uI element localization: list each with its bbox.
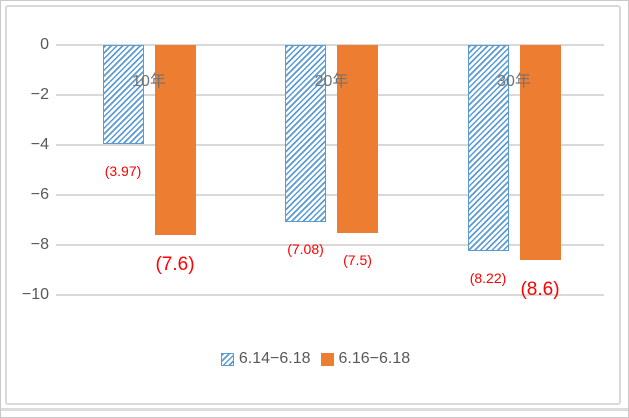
category-label-10年: 10年 xyxy=(132,73,166,90)
legend-swatch-solid xyxy=(320,352,334,366)
bar-6.14−6.18-30年 xyxy=(467,45,509,251)
data-label-30年-6.16−6.18: (8.6) xyxy=(520,279,560,300)
y-axis-tick-label: −4 xyxy=(30,136,49,153)
gridline-−4 xyxy=(56,144,604,146)
legend-item-series-1: 6.14−6.18 xyxy=(220,350,311,368)
category-label-20年: 20年 xyxy=(314,73,349,90)
bar-6.14−6.18-10年 xyxy=(102,45,144,145)
y-axis-tick-label: −6 xyxy=(30,186,49,203)
bar-6.16−6.18-30年 xyxy=(519,45,561,260)
y-axis-tick-label: −10 xyxy=(21,286,49,303)
bar-6.16−6.18-10年 xyxy=(154,45,196,235)
y-axis-tick-label: −8 xyxy=(30,236,49,253)
data-label-10年-6.14−6.18: (3.97) xyxy=(104,163,142,180)
worksheet-gridline xyxy=(1,408,628,411)
gridline-0 xyxy=(56,44,604,46)
gridline-−6 xyxy=(56,194,604,196)
legend-label-series-1: 6.14−6.18 xyxy=(238,350,311,367)
legend: 6.14−6.18 6.16−6.18 xyxy=(1,350,628,368)
legend-label-series-2: 6.16−6.18 xyxy=(338,350,411,367)
y-axis-tick-label: −2 xyxy=(30,86,49,103)
gridline-−2 xyxy=(56,94,604,96)
data-label-10年-6.16−6.18: (7.6) xyxy=(155,254,195,275)
data-label-30年-6.14−6.18: (8.22) xyxy=(469,269,507,286)
bar-6.16−6.18-20年 xyxy=(337,45,378,233)
y-axis-tick-label: 0 xyxy=(40,36,49,53)
bar-6.14−6.18-20年 xyxy=(285,45,326,222)
gridline-−8 xyxy=(56,244,604,246)
category-label-30年: 30年 xyxy=(497,73,531,90)
gridline-−10 xyxy=(56,294,604,296)
legend-item-series-2: 6.16−6.18 xyxy=(320,350,411,368)
data-label-20年-6.16−6.18: (7.5) xyxy=(343,251,372,268)
legend-swatch-hatched xyxy=(220,352,234,366)
data-label-20年-6.14−6.18: (7.08) xyxy=(287,241,324,257)
